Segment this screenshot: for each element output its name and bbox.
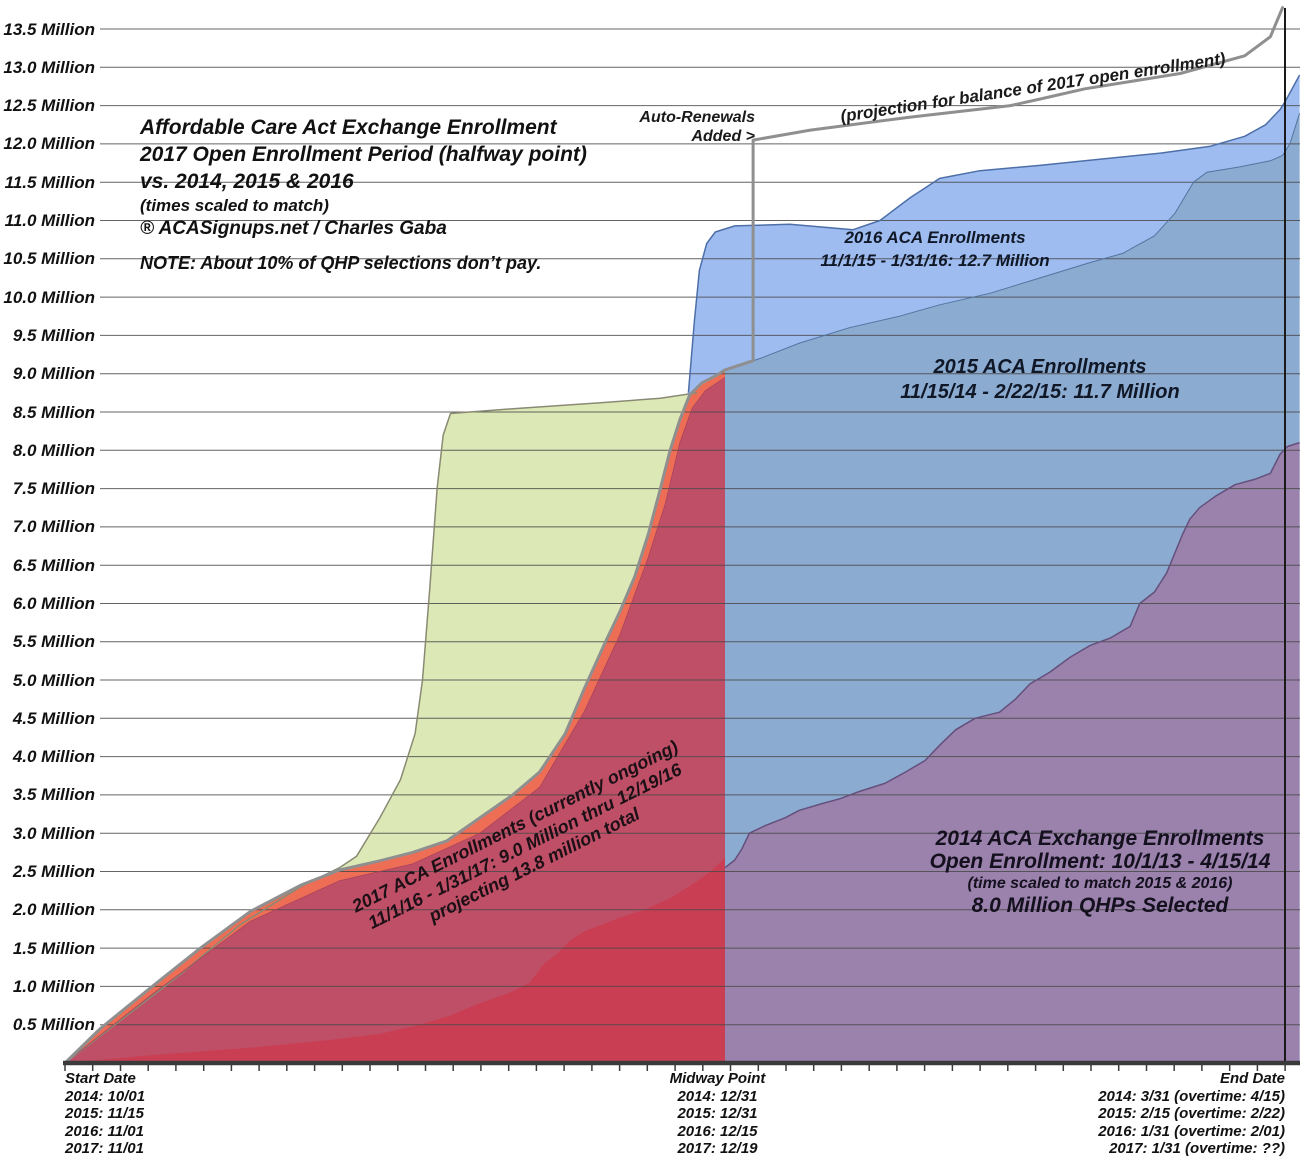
y-axis-label: 8.0 Million: [12, 440, 95, 460]
series-label-2015-line1: 2015 ACA Enrollments: [933, 356, 1147, 378]
y-axis-label: 6.5 Million: [12, 555, 95, 575]
x-axis-midway-date: 2016: 12/15: [677, 1122, 758, 1140]
auto-renewals-line1: Auto-Renewals: [639, 109, 755, 126]
y-axis-label: 10.0 Million: [3, 287, 95, 307]
y-axis-label: 10.5 Million: [3, 249, 95, 269]
auto-renewals-annotation: Auto-Renewals Added >: [600, 108, 755, 146]
y-axis-label: 2.5 Million: [12, 862, 95, 881]
y-axis-label: 2.0 Million: [12, 900, 95, 920]
2015-enrollments-area-edge: [724, 113, 1300, 371]
y-axis-label: 4.0 Million: [12, 747, 95, 767]
x-axis-start-date: 2017: 11/01: [65, 1140, 144, 1158]
y-axis-label: 8.5 Million: [12, 402, 95, 422]
y-axis-label: 11.0 Million: [4, 211, 95, 230]
y-axis-label: 13.5 Million: [3, 19, 95, 39]
series-label-2015-line2: 11/15/14 - 2/22/15: 11.7 Million: [900, 381, 1180, 403]
chart-title-scaling-note: (times scaled to match): [140, 196, 329, 215]
2016-enrollments-area-edge: [687, 74, 1300, 393]
series-label-2014-line3: (time scaled to match 2015 & 2016): [967, 875, 1233, 892]
series-label-2015: 2015 ACA Enrollments 11/15/14 - 2/22/15:…: [885, 355, 1195, 405]
x-axis-end-date: 2015: 2/15 (overtime: 2/22): [1098, 1105, 1285, 1123]
2014-first-half-overlap-crimson-fill: [65, 857, 725, 1063]
auto-renewals-line2: Added >: [691, 128, 755, 145]
series-label-2014-line4: 8.0 Million QHPs Selected: [971, 894, 1229, 917]
x-axis-end-date: 2016: 1/31 (overtime: 2/01): [1098, 1122, 1285, 1140]
y-axis-label: 6.0 Million: [12, 594, 95, 613]
y-axis-label: 9.5 Million: [12, 325, 95, 345]
x-axis-end-date: 2017: 1/31 (overtime: ??): [1109, 1140, 1285, 1158]
series-label-2016: 2016 ACA Enrollments 11/1/15 - 1/31/16: …: [790, 226, 1080, 272]
chart-attribution: ® ACASignups.net / Charles Gaba: [140, 218, 447, 239]
series-label-2014-line1: 2014 ACA Exchange Enrollments: [935, 827, 1265, 850]
x-axis-end-title: End Date: [1219, 1070, 1285, 1087]
chart-title-line3: vs. 2014, 2015 & 2016: [140, 170, 354, 193]
2017-over-2015-overlap-rose-fill: [65, 377, 725, 1063]
x-axis-start-date: 2015: 11/15: [65, 1105, 144, 1123]
y-axis-label: 9.0 Million: [12, 364, 95, 384]
y-axis-label: 12.5 Million: [3, 96, 95, 116]
2017-over-2015-overlap-rose-edge: [64, 377, 726, 1064]
x-axis-end-date: 2014: 3/31 (overtime: 4/15): [1098, 1087, 1285, 1105]
qhp-payment-note: NOTE: About 10% of QHP selections don’t …: [140, 253, 542, 273]
series-label-2016-line2: 11/1/15 - 1/31/16: 12.7 Million: [820, 251, 1050, 270]
y-axis-label: 0.5 Million: [12, 1015, 95, 1035]
y-axis-label: 5.5 Million: [12, 632, 95, 652]
x-axis-midway-date: 2015: 12/31: [677, 1105, 758, 1123]
y-axis-label: 11.5 Million: [4, 172, 95, 192]
y-axis-label: 5.0 Million: [12, 670, 95, 690]
chart-title-line1: Affordable Care Act Exchange Enrollment: [140, 116, 557, 139]
y-axis-label: 4.5 Million: [12, 708, 95, 728]
x-axis-start-date: 2016: 11/01: [65, 1122, 144, 1140]
series-label-2014: 2014 ACA Exchange Enrollments Open Enrol…: [925, 827, 1275, 917]
2014-enrollments-area-fill: [725, 442, 1300, 1064]
2014-enrollments-area-edge: [724, 441, 1300, 869]
y-axis-label: 12.0 Million: [3, 134, 95, 154]
chart-title-block: Affordable Care Act Exchange Enrollment …: [140, 114, 587, 240]
x-axis-start-dates: Start Date 2014: 10/01 2015: 11/15 2016: 1…: [65, 1070, 145, 1158]
y-axis-label: 7.0 Million: [12, 517, 95, 537]
chart-title-line2: 2017 Open Enrollment Period (halfway poi…: [140, 143, 587, 166]
x-axis-start-date: 2014: 10/01: [65, 1087, 146, 1105]
series-label-2014-line2: Open Enrollment: 10/1/13 - 4/15/14: [929, 850, 1271, 873]
first-half-plateau-area-green-edge: [64, 392, 698, 1064]
y-axis-label: 1.0 Million: [12, 976, 95, 996]
y-axis-label: 7.5 Million: [12, 479, 95, 499]
2017-projection-line: [63, 6, 1285, 1065]
x-axis-midway-dates: Midway Point 2014: 12/31 2015: 12/31 2016:…: [600, 1070, 835, 1158]
x-axis-midway-title: Midway Point: [669, 1070, 766, 1087]
y-axis-label: 3.5 Million: [12, 785, 95, 805]
x-axis-midway-date: 2014: 12/31: [677, 1087, 758, 1105]
y-axis-label: 3.0 Million: [12, 823, 95, 843]
x-axis-start-title: Start Date: [65, 1070, 136, 1087]
x-axis-end-dates: End Date 2014: 3/31 (overtime: 4/15) 2015…: [1000, 1070, 1285, 1158]
y-axis-label: 13.0 Million: [3, 57, 95, 77]
x-axis-midway-date: 2017: 12/19: [677, 1140, 758, 1158]
series-label-2016-line1: 2016 ACA Enrollments: [844, 228, 1026, 247]
y-axis-label: 1.5 Million: [12, 938, 95, 958]
